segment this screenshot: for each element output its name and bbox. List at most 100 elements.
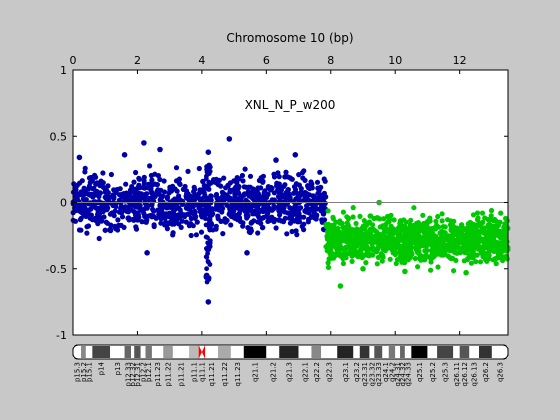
- data-point: [483, 233, 489, 239]
- data-point: [402, 260, 408, 266]
- data-point: [437, 250, 444, 256]
- data-point: [337, 251, 343, 257]
- data-point: [177, 207, 183, 213]
- band-label: p11.21: [177, 362, 185, 386]
- ideogram-band: [437, 346, 454, 358]
- data-point: [445, 217, 451, 223]
- data-point: [150, 206, 156, 212]
- data-point: [422, 231, 428, 237]
- data-point: [393, 260, 399, 267]
- x-tick-label: 4: [198, 54, 205, 67]
- data-point: [192, 209, 198, 215]
- data-point: [265, 184, 271, 190]
- data-point: [480, 219, 486, 225]
- data-point: [242, 166, 248, 172]
- data-point: [473, 225, 479, 231]
- data-point: [94, 188, 100, 195]
- ideogram-band: [427, 346, 438, 358]
- data-point: [277, 190, 283, 196]
- data-point: [486, 238, 492, 244]
- ideogram-band: [163, 346, 173, 358]
- band-label: q11.1: [198, 362, 206, 382]
- data-point: [463, 232, 469, 238]
- band-label: p12.1: [145, 362, 153, 382]
- data-point: [285, 187, 291, 193]
- data-point: [362, 252, 368, 258]
- data-point: [305, 183, 311, 189]
- data-point: [364, 229, 370, 236]
- y-tick-label: 1: [60, 64, 67, 77]
- outlier-point: [205, 149, 212, 155]
- spike-points: [203, 162, 213, 285]
- ideogram-band: [189, 346, 199, 358]
- outlier-point: [141, 140, 147, 146]
- ideogram-band: [131, 346, 135, 358]
- data-point: [374, 261, 380, 267]
- data-point: [452, 249, 458, 256]
- band-label: q23.32: [368, 362, 376, 386]
- data-point: [495, 222, 501, 228]
- data-point: [260, 208, 266, 215]
- data-point: [161, 178, 167, 184]
- data-point: [177, 213, 183, 220]
- outlier-point: [244, 250, 250, 256]
- data-point: [168, 187, 174, 193]
- data-point: [305, 219, 311, 225]
- data-point: [191, 189, 197, 195]
- data-point: [186, 223, 192, 229]
- ideogram-band: [459, 346, 470, 358]
- data-point: [230, 203, 236, 209]
- data-point: [207, 262, 213, 267]
- data-point: [149, 202, 155, 208]
- outlier-point: [463, 269, 469, 276]
- data-point: [203, 254, 209, 260]
- ideogram-band: [110, 346, 125, 358]
- data-point: [195, 191, 201, 198]
- data-point: [434, 244, 440, 250]
- data-point: [394, 236, 400, 242]
- data-point: [170, 232, 176, 238]
- data-point: [153, 215, 159, 221]
- ideogram-border: [72, 344, 509, 360]
- ideogram-band: [359, 346, 370, 358]
- data-point: [442, 246, 448, 252]
- data-point: [488, 207, 495, 214]
- data-point: [369, 241, 375, 247]
- ideogram-band: [491, 346, 508, 358]
- data-point: [90, 186, 96, 192]
- band-label: p11.23: [154, 362, 162, 386]
- data-point: [442, 235, 449, 242]
- data-point: [188, 232, 194, 239]
- data-point: [462, 246, 468, 252]
- data-point: [289, 212, 296, 218]
- data-point: [441, 241, 447, 247]
- data-point: [218, 183, 224, 189]
- data-point: [84, 224, 90, 230]
- data-point: [364, 221, 370, 227]
- ideogram-band: [298, 346, 312, 358]
- data-point: [383, 235, 389, 241]
- data-point: [301, 221, 307, 227]
- data-point: [308, 179, 314, 185]
- data-point: [468, 254, 474, 260]
- ideogram-band: [172, 346, 189, 358]
- data-point: [206, 183, 211, 189]
- data-point: [352, 248, 358, 254]
- data-point: [289, 217, 296, 223]
- data-point: [232, 215, 238, 221]
- data-point: [477, 259, 484, 265]
- x-tick-label: 0: [70, 54, 77, 67]
- data-point: [309, 214, 315, 220]
- data-point: [127, 194, 133, 200]
- band-label: q26.2: [482, 362, 490, 382]
- data-point: [428, 267, 434, 273]
- data-point: [255, 185, 261, 191]
- ideogram-band: [388, 346, 396, 358]
- data-point: [80, 203, 86, 209]
- data-point: [275, 205, 282, 211]
- band-label: q24.32: [399, 362, 407, 386]
- data-point: [142, 219, 148, 225]
- data-point: [464, 257, 470, 263]
- data-point: [188, 215, 194, 222]
- data-point: [296, 219, 303, 225]
